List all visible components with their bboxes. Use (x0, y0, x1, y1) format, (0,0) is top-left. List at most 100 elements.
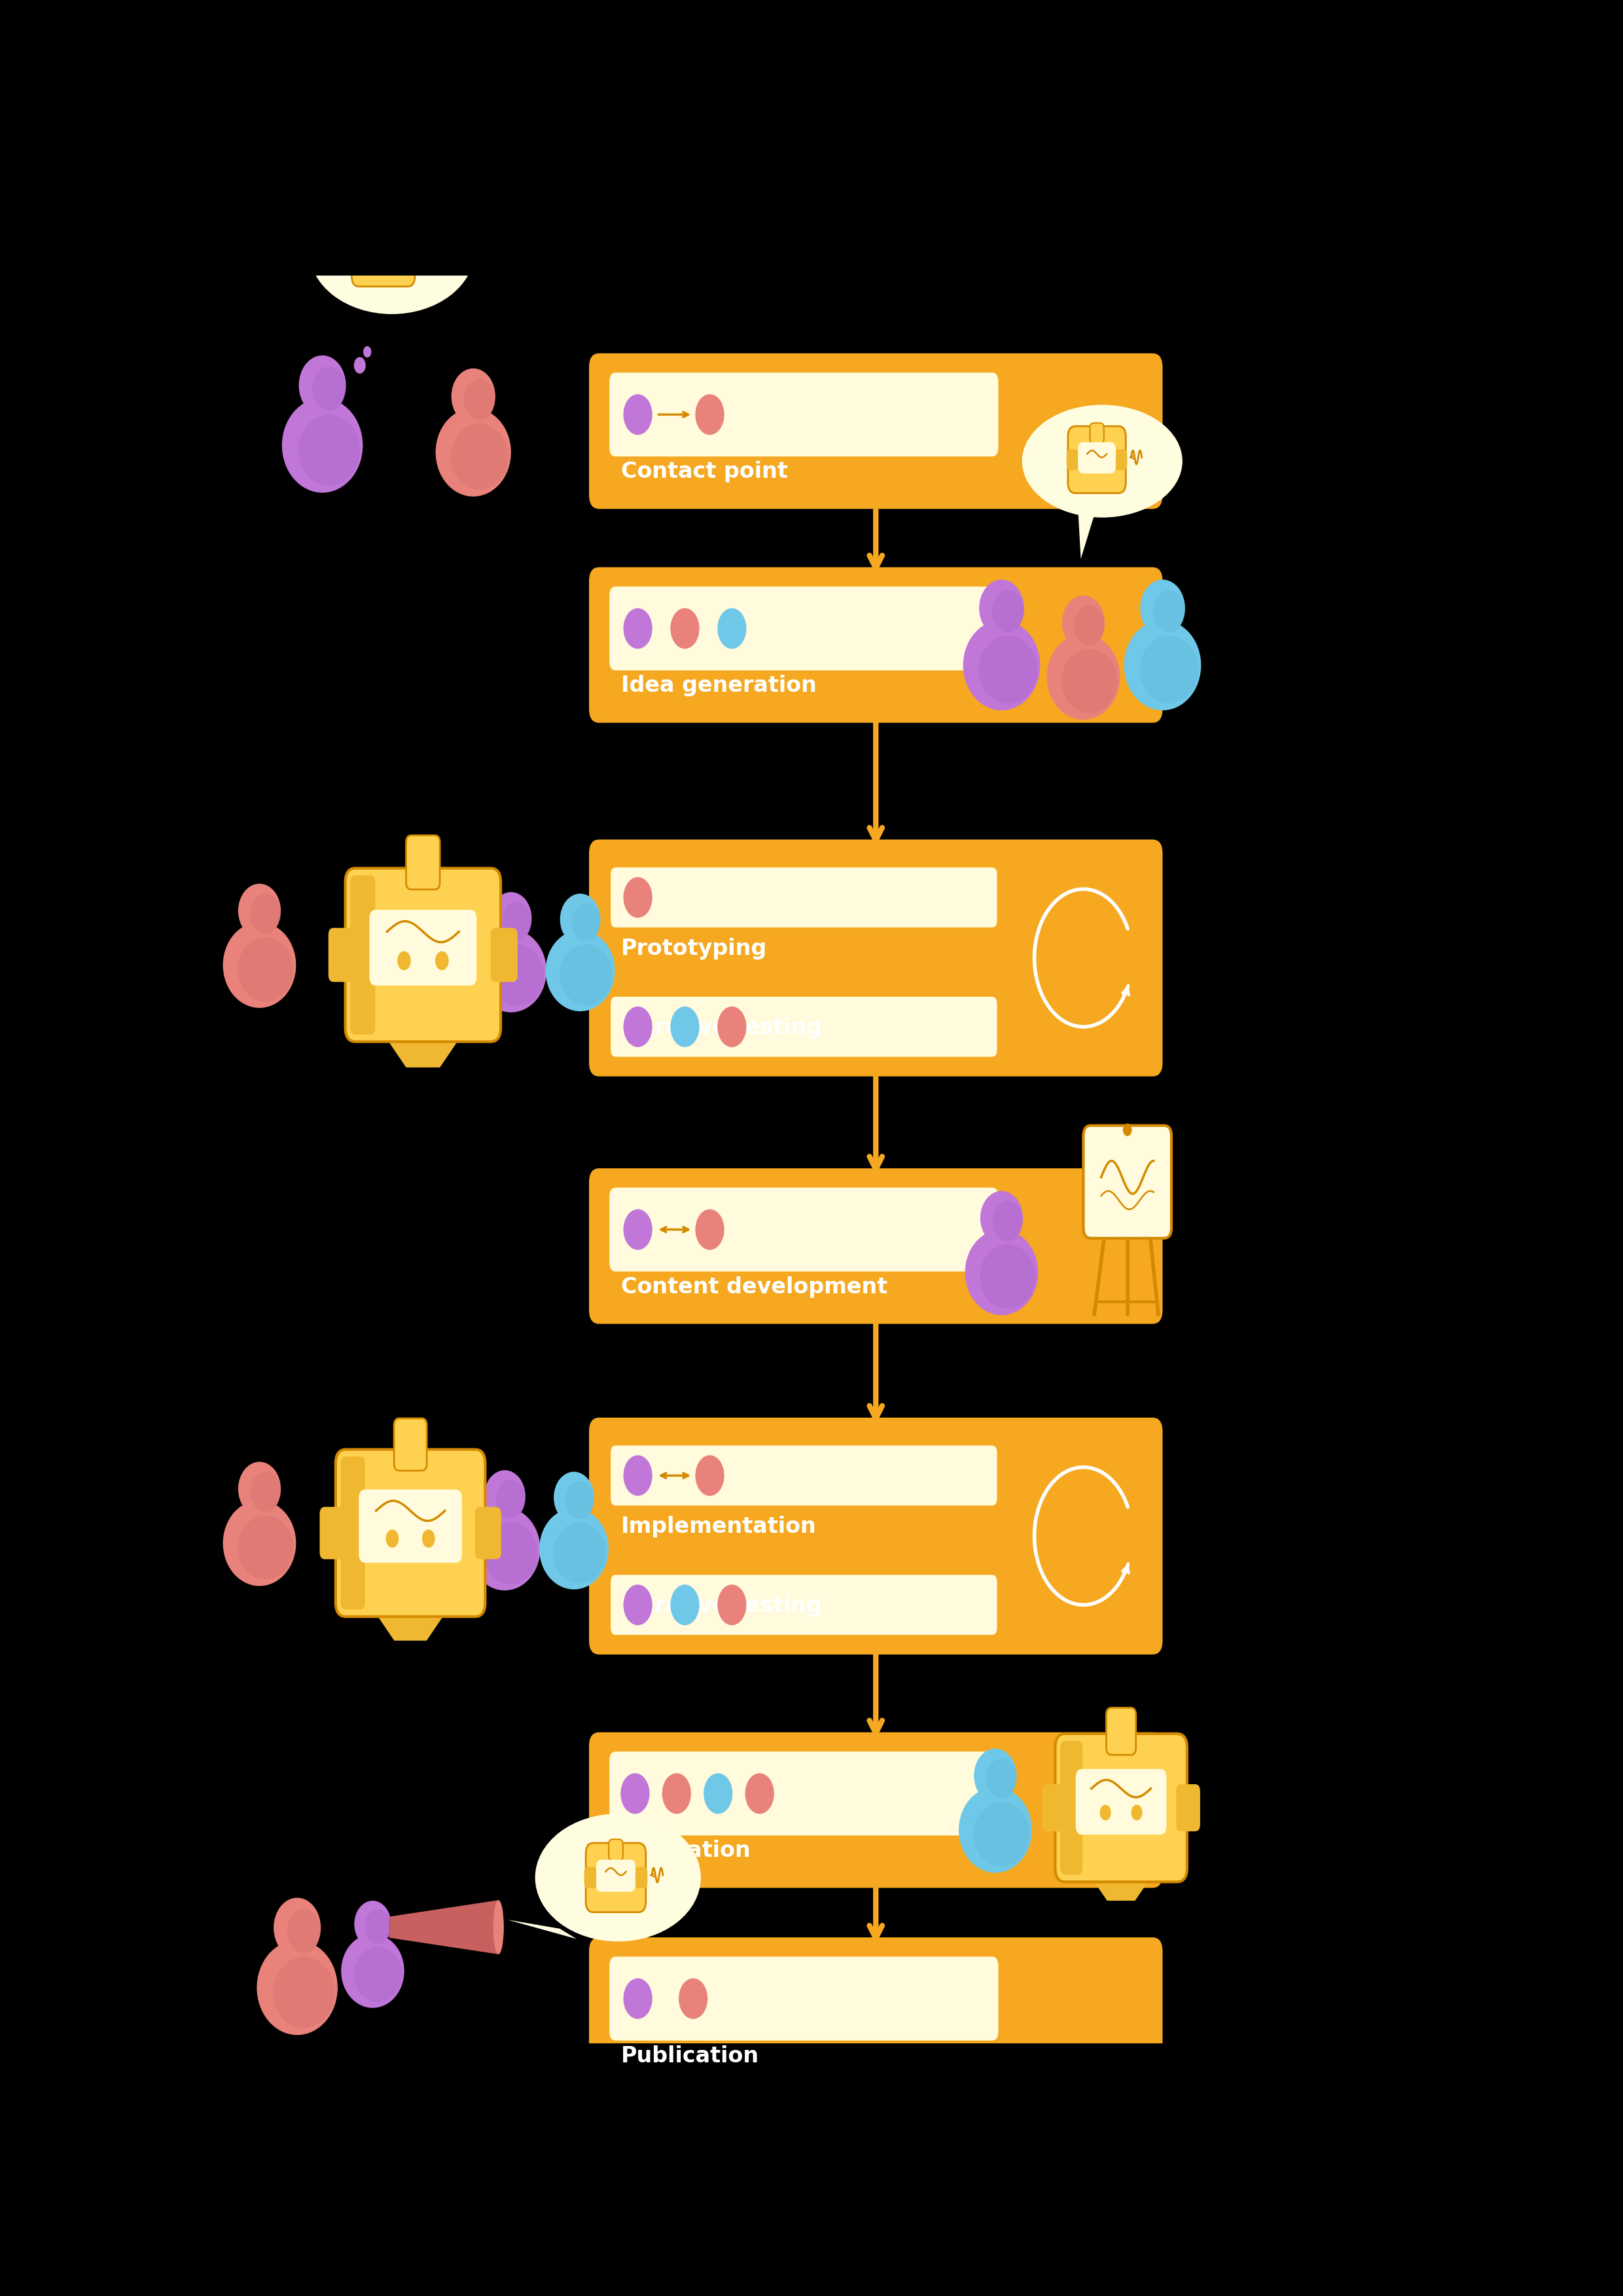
Text: Iterative testing: Iterative testing (622, 1596, 823, 1616)
FancyBboxPatch shape (589, 1938, 1162, 2094)
Ellipse shape (299, 416, 360, 484)
Circle shape (695, 1456, 724, 1497)
Ellipse shape (980, 1244, 1035, 1309)
Ellipse shape (979, 636, 1037, 703)
Ellipse shape (1047, 634, 1120, 719)
Circle shape (623, 1584, 652, 1626)
FancyBboxPatch shape (610, 868, 997, 928)
Ellipse shape (312, 367, 346, 411)
Circle shape (717, 1006, 747, 1047)
FancyBboxPatch shape (589, 567, 1162, 723)
Ellipse shape (222, 923, 295, 1008)
Ellipse shape (979, 579, 1024, 636)
FancyBboxPatch shape (1177, 1802, 1195, 1814)
Ellipse shape (1152, 590, 1185, 631)
FancyBboxPatch shape (1091, 422, 1104, 443)
Text: Publication: Publication (622, 2046, 760, 2066)
FancyBboxPatch shape (1083, 1125, 1172, 1238)
Circle shape (662, 1773, 691, 1814)
Circle shape (670, 1584, 700, 1626)
FancyBboxPatch shape (370, 909, 477, 985)
Ellipse shape (490, 893, 532, 944)
Circle shape (354, 358, 365, 374)
FancyBboxPatch shape (320, 1506, 346, 1559)
Circle shape (678, 1979, 708, 2018)
Circle shape (364, 347, 372, 358)
Ellipse shape (365, 1910, 391, 1945)
FancyBboxPatch shape (609, 1839, 623, 1860)
FancyBboxPatch shape (1107, 1708, 1136, 1754)
Ellipse shape (553, 1472, 594, 1522)
Circle shape (398, 951, 411, 971)
Ellipse shape (1125, 620, 1201, 709)
Ellipse shape (484, 1522, 537, 1584)
Ellipse shape (484, 1469, 526, 1522)
Text: Idea generation: Idea generation (622, 675, 816, 696)
Text: Prototyping: Prototyping (622, 937, 768, 960)
FancyBboxPatch shape (610, 1575, 997, 1635)
Ellipse shape (250, 893, 281, 934)
Polygon shape (380, 1029, 467, 1068)
FancyBboxPatch shape (610, 996, 997, 1056)
Ellipse shape (256, 1940, 338, 2034)
Circle shape (695, 1210, 724, 1249)
FancyBboxPatch shape (362, 232, 404, 264)
FancyBboxPatch shape (609, 585, 998, 670)
FancyBboxPatch shape (1068, 427, 1126, 494)
FancyBboxPatch shape (589, 840, 1162, 1077)
Ellipse shape (493, 1901, 503, 1954)
FancyBboxPatch shape (609, 1956, 998, 2041)
Text: Contact point: Contact point (622, 461, 789, 482)
Ellipse shape (476, 930, 547, 1013)
Circle shape (745, 1773, 774, 1814)
Ellipse shape (282, 397, 364, 494)
Polygon shape (508, 1919, 576, 1938)
Circle shape (386, 1529, 399, 1548)
FancyBboxPatch shape (406, 836, 440, 889)
FancyBboxPatch shape (635, 1867, 648, 1887)
Ellipse shape (992, 590, 1024, 631)
Ellipse shape (1074, 606, 1105, 645)
FancyBboxPatch shape (1078, 443, 1115, 473)
Ellipse shape (1061, 650, 1117, 714)
FancyBboxPatch shape (1055, 1733, 1186, 1883)
Circle shape (1131, 1805, 1143, 1821)
Ellipse shape (571, 902, 601, 941)
FancyBboxPatch shape (1066, 450, 1079, 471)
FancyBboxPatch shape (609, 372, 998, 457)
FancyBboxPatch shape (1177, 1784, 1199, 1832)
Ellipse shape (464, 379, 495, 420)
Circle shape (717, 608, 747, 650)
Ellipse shape (992, 1201, 1022, 1240)
Ellipse shape (299, 356, 346, 416)
Circle shape (1123, 1123, 1131, 1137)
Circle shape (422, 1529, 435, 1548)
FancyBboxPatch shape (586, 1844, 646, 1913)
FancyBboxPatch shape (404, 239, 417, 262)
Circle shape (620, 1773, 649, 1814)
FancyBboxPatch shape (346, 868, 500, 1042)
Ellipse shape (239, 1463, 281, 1515)
FancyBboxPatch shape (490, 928, 518, 983)
Ellipse shape (560, 893, 601, 946)
Circle shape (435, 951, 448, 971)
Ellipse shape (237, 937, 294, 1001)
FancyBboxPatch shape (490, 948, 513, 962)
Ellipse shape (273, 1956, 334, 2027)
Ellipse shape (560, 944, 612, 1006)
FancyBboxPatch shape (1042, 1784, 1066, 1832)
Ellipse shape (222, 1499, 295, 1587)
FancyBboxPatch shape (476, 1527, 497, 1541)
FancyBboxPatch shape (596, 1860, 636, 1892)
Circle shape (1100, 1805, 1112, 1821)
Ellipse shape (966, 1231, 1039, 1316)
Ellipse shape (545, 930, 615, 1010)
Ellipse shape (980, 1192, 1022, 1244)
Polygon shape (368, 1603, 453, 1642)
Ellipse shape (497, 1481, 526, 1518)
Ellipse shape (451, 367, 495, 425)
FancyBboxPatch shape (377, 209, 391, 232)
Ellipse shape (354, 1947, 403, 2002)
Ellipse shape (287, 1908, 321, 1954)
Ellipse shape (435, 409, 511, 496)
